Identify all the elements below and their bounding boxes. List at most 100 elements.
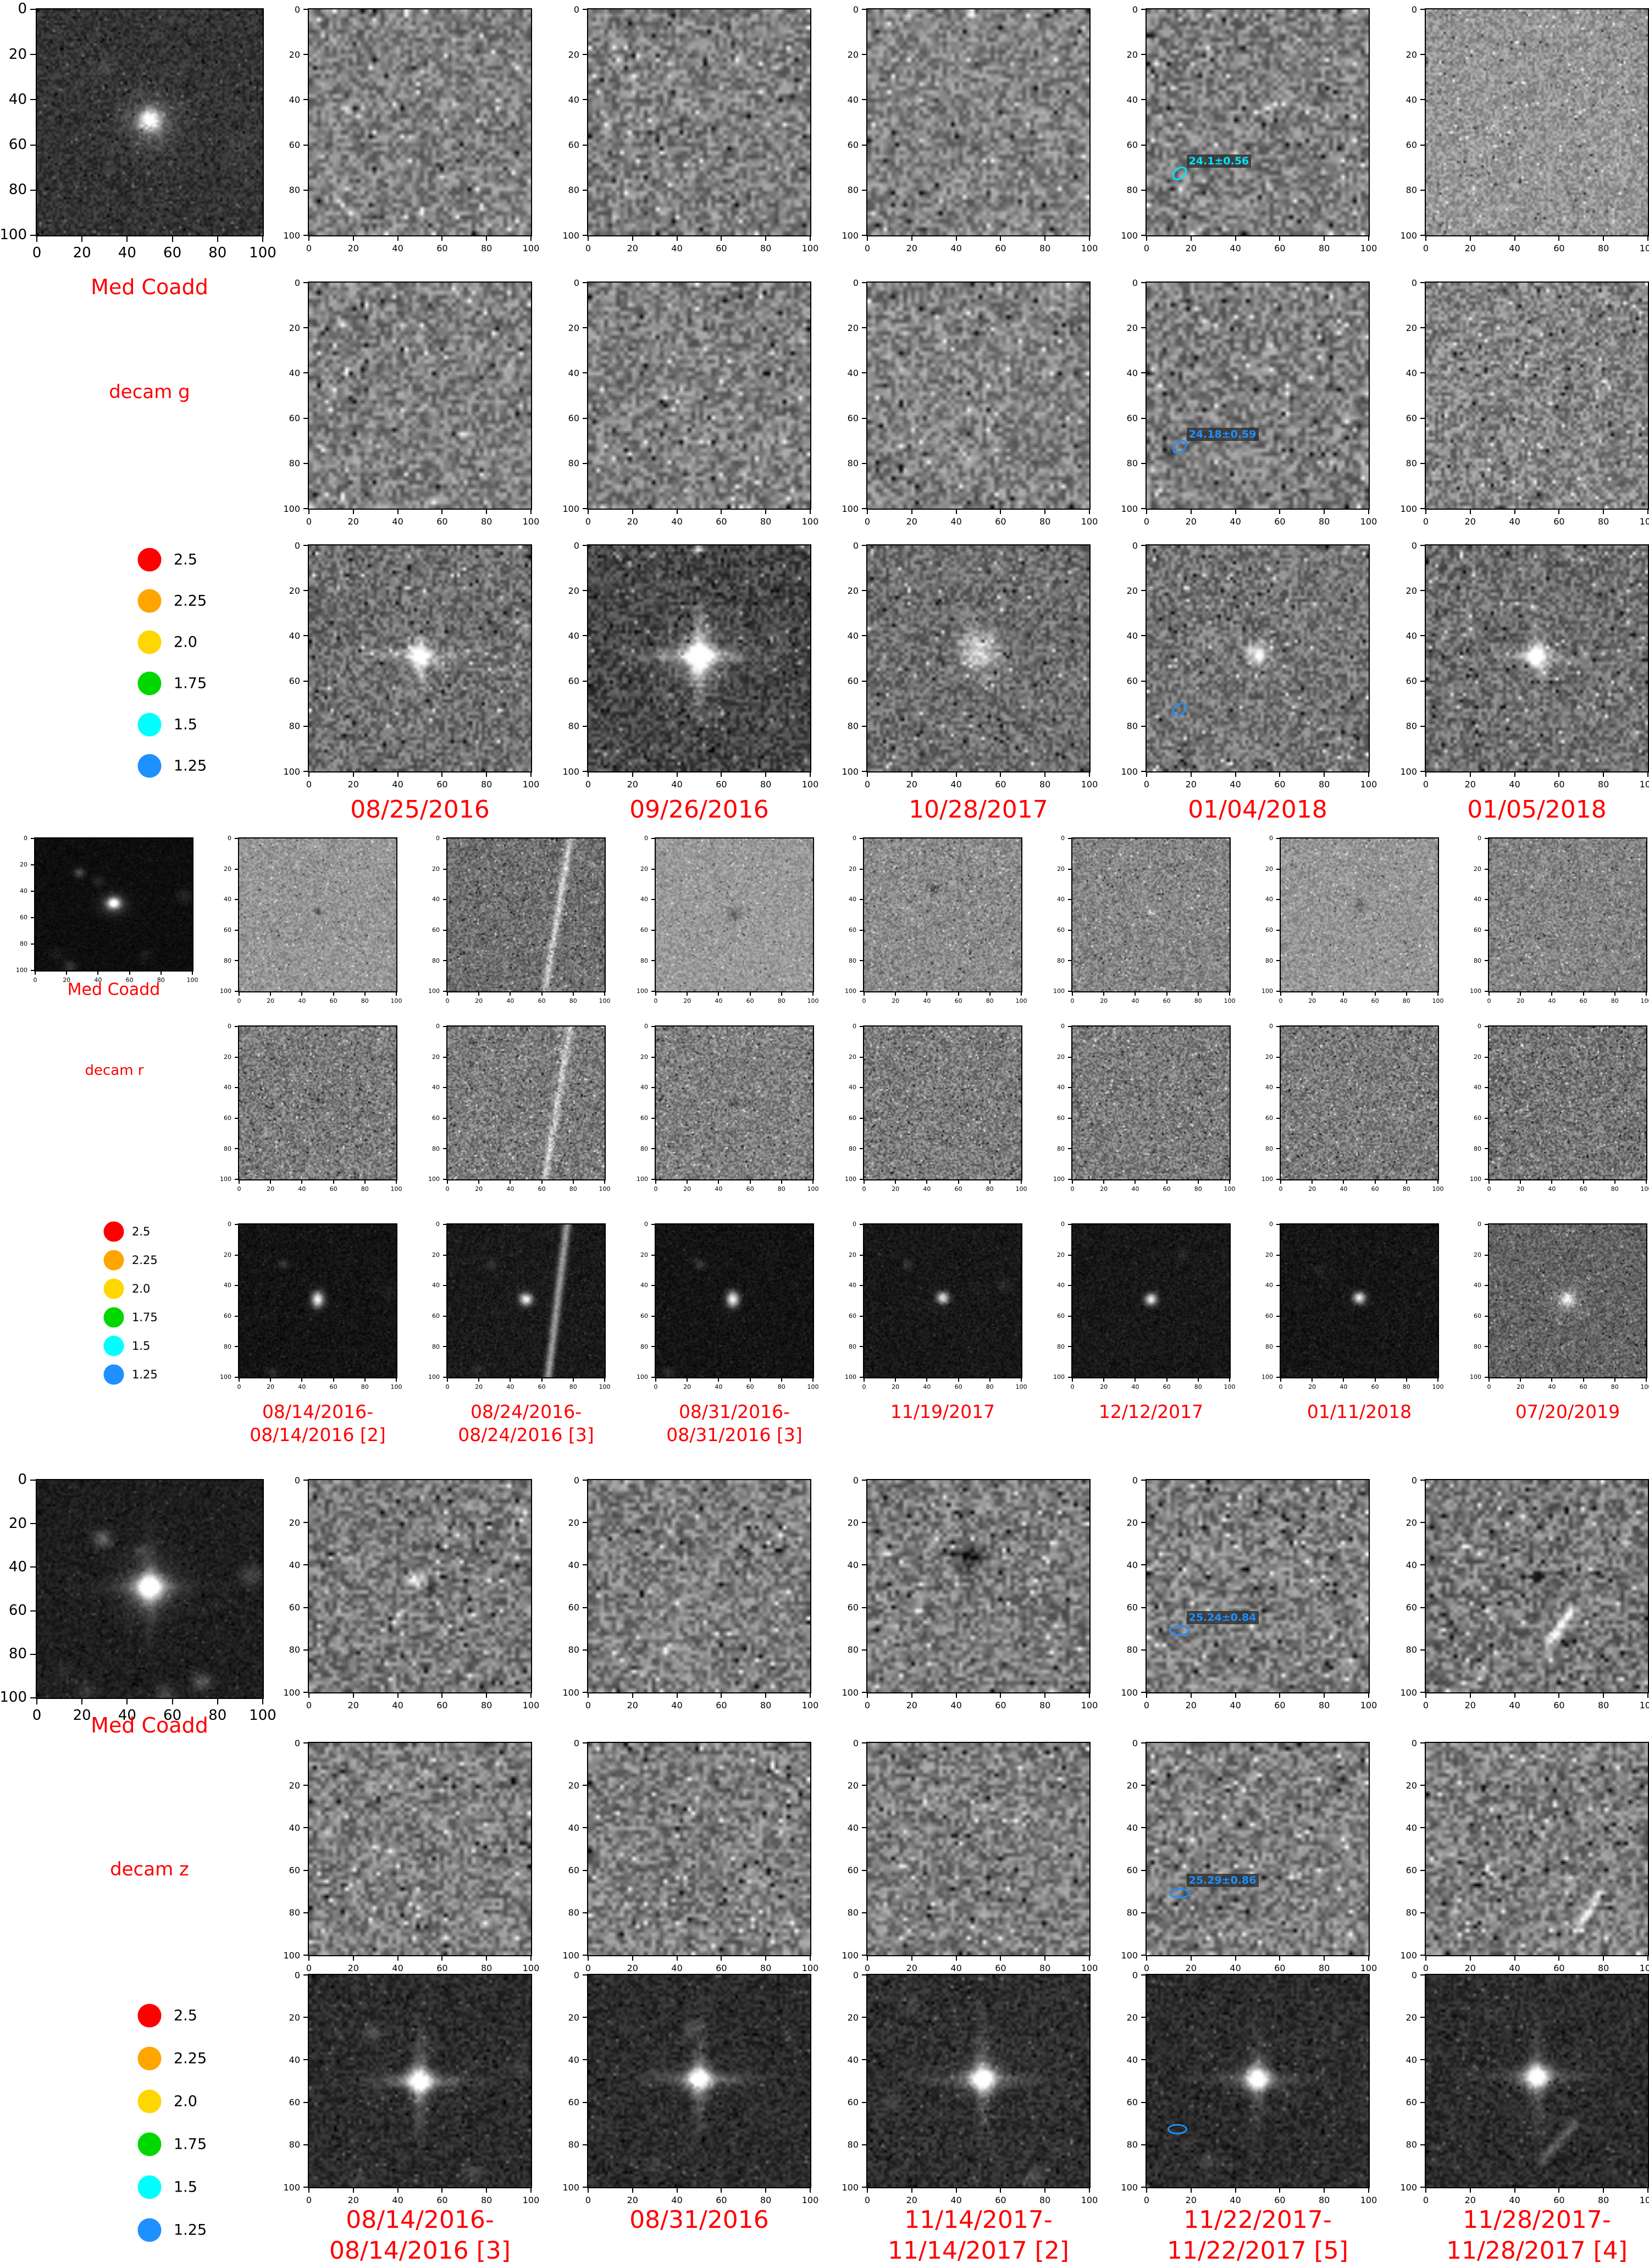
- axis-tick-label: 60: [8, 1602, 27, 1619]
- axis-tick: [721, 1956, 722, 1961]
- axis-tick-label: 80: [1598, 516, 1609, 527]
- diff-panel: 0 0 20 20 40 40 60 60 80 80 100 100: [562, 278, 818, 527]
- date-label-line: 11/22/2017 [5]: [1167, 2237, 1348, 2265]
- legend-color-dot: [137, 2046, 162, 2071]
- axis-tick-label: 80: [569, 997, 577, 1005]
- axis-tick: [352, 236, 354, 241]
- axis-tick-label: 80: [361, 1185, 369, 1193]
- axis-tick: [583, 372, 587, 374]
- axis-tick: [1276, 1346, 1280, 1348]
- axis-tick-label: 100: [637, 1176, 648, 1183]
- axis-tick: [955, 1693, 957, 1698]
- axis-tick: [301, 992, 303, 996]
- axis-tick-label: 80: [1611, 997, 1619, 1005]
- axis-tick: [1190, 1693, 1192, 1698]
- axis-tick-label: 20: [1126, 2012, 1138, 2023]
- axis-tick-label: 20: [906, 2195, 917, 2205]
- axis-tick: [397, 2188, 399, 2193]
- axis-tick: [1146, 1693, 1147, 1698]
- axis-tick-label: 0: [853, 1737, 859, 1748]
- axis-tick: [303, 680, 308, 682]
- axis-tick-label: 60: [1405, 1602, 1417, 1613]
- axis-tick-label: 40: [640, 1282, 648, 1289]
- axis-tick-label: 60: [163, 245, 182, 261]
- axis-tick-label: 20: [1100, 1185, 1108, 1193]
- axis-tick: [1276, 929, 1280, 931]
- legend-color-dot: [137, 630, 162, 654]
- axis-tick: [1469, 772, 1471, 777]
- axis-tick: [1141, 372, 1146, 374]
- science-panel: 0 0 20 20 40 40 60 60 80 80 100 100: [842, 540, 1098, 790]
- axis-tick: [1420, 372, 1425, 374]
- axis-tick-label: 80: [1039, 243, 1051, 253]
- axis-tick-label: 100: [1015, 1185, 1027, 1193]
- axis-tick-label: 80: [1057, 1343, 1065, 1350]
- axis-tick: [1068, 1285, 1071, 1287]
- diff-panel: 0 0 20 20 40 40 60 60 80 80 100 100: [283, 278, 539, 527]
- date-label-line: 08/24/2016 [3]: [458, 1424, 594, 1445]
- axis-tick-label: 60: [436, 243, 448, 253]
- legend-color-dot: [137, 2089, 162, 2114]
- axis-tick: [1420, 1912, 1425, 1913]
- axis-tick: [1558, 236, 1560, 241]
- axis-tick: [486, 510, 488, 514]
- axis-tick: [303, 189, 308, 191]
- axis-tick: [572, 1180, 574, 1184]
- axis-tick-label: 80: [289, 1907, 300, 1918]
- axis-tick: [1437, 1378, 1438, 1382]
- axis-tick: [1235, 2188, 1236, 2193]
- axis-tick: [583, 2101, 587, 2103]
- cutout-image: [447, 1027, 605, 1179]
- axis-tick-label: 20: [627, 779, 638, 790]
- axis-tick-label: 100: [283, 1687, 300, 1698]
- axis-tick-label: 0: [862, 1185, 866, 1193]
- axis-tick-label: 20: [475, 997, 483, 1005]
- legend-value: 1.75: [132, 1311, 158, 1324]
- axis-tick-label: 20: [475, 1185, 483, 1193]
- axis-tick: [1141, 2059, 1146, 2061]
- axis-tick: [1068, 1179, 1071, 1180]
- axis-tick: [217, 1699, 218, 1704]
- axis-tick-label: 100: [842, 766, 859, 777]
- axis-tick-label: 80: [568, 458, 579, 469]
- axis-tick: [1190, 1956, 1192, 1961]
- axis-tick: [1044, 2188, 1046, 2193]
- axis-tick: [1000, 236, 1001, 241]
- axis-tick: [443, 1179, 446, 1180]
- axis-tick: [1044, 510, 1046, 514]
- aperture-ellipse: [1169, 1888, 1190, 1899]
- axis-tick-label: 20: [1126, 322, 1138, 333]
- axis-tick: [1647, 772, 1648, 777]
- legend-color-dot: [137, 548, 162, 572]
- cutout-image: [867, 1480, 1089, 1692]
- axis-tick: [926, 1378, 928, 1382]
- axis-tick: [1646, 992, 1647, 996]
- axis-tick: [1324, 236, 1325, 241]
- axis-tick: [1485, 838, 1488, 839]
- axis-tick: [303, 1912, 308, 1913]
- axis-tick: [1514, 1693, 1515, 1698]
- science-panel: 0 0 20 20 40 40 60 60 80 80 100 100: [1121, 540, 1377, 790]
- axis-tick-label: 40: [1126, 2054, 1138, 2065]
- axis-tick-label: 0: [237, 1185, 241, 1193]
- axis-tick: [1312, 1378, 1313, 1382]
- axis-tick-label: 20: [289, 1517, 300, 1528]
- axis-tick-label: 20: [432, 865, 440, 873]
- diff-panel: 0 0 20 20 40 40 60 60 80 80 100 100: [283, 1738, 539, 1974]
- axis-tick-label: 80: [847, 185, 859, 196]
- date-label-line: 08/31/2016: [629, 2206, 769, 2234]
- axis-tick: [1141, 1564, 1146, 1566]
- axis-tick-label: 40: [289, 2054, 300, 2065]
- axis-tick: [303, 2059, 308, 2061]
- axis-tick-label: 100: [845, 987, 856, 995]
- axis-tick: [1485, 1056, 1488, 1058]
- axis-tick-label: 40: [432, 1084, 440, 1091]
- axis-tick-label: 0: [864, 516, 871, 527]
- axis-tick-label: 80: [1611, 1383, 1619, 1390]
- axis-tick: [303, 771, 308, 772]
- axis-tick: [1229, 992, 1230, 996]
- axis-tick: [303, 590, 308, 592]
- diff-panel: 0 0 20 20 40 40 60 60 80 80 100 100: [842, 4, 1098, 254]
- axis-tick: [765, 236, 767, 241]
- axis-tick-label: 0: [1411, 1475, 1417, 1486]
